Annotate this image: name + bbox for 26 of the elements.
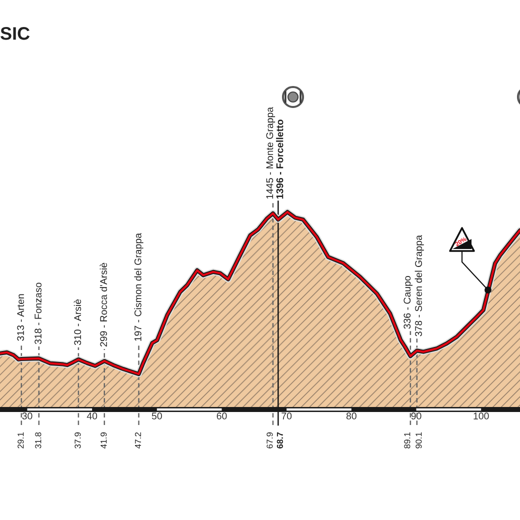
x-tick-label: 100 <box>474 412 489 420</box>
ref-line-label: 313 - Arten <box>17 294 24 341</box>
ref-line-label: 318 - Fonzaso <box>34 282 42 344</box>
x2-tick-label: 67.9 <box>266 432 273 448</box>
chart-title: SIC <box>0 27 30 40</box>
ref-line-label: 378 - Seren del Grappa <box>414 235 424 336</box>
ref-line-label: 1445 - Monte Grappa <box>266 106 276 199</box>
ref-line-label: 1396 - Forcelletto <box>276 120 284 199</box>
x2-tick-label: 29.1 <box>18 432 24 448</box>
ref-line-label: 310 - Arsiè <box>74 299 82 346</box>
x2-tick-label: 37.9 <box>74 432 81 448</box>
x2-tick-label: 89.1 <box>404 432 410 448</box>
x2-tick-label: 41.9 <box>100 432 107 449</box>
x2-tick-label: 47.2 <box>134 432 141 449</box>
x2-tick-label: 31.8 <box>35 432 42 448</box>
x-tick-label: 80 <box>346 412 356 420</box>
ref-line-label: 299 - Rocca d'Arsiè <box>100 262 107 346</box>
x-tick-label: 60 <box>216 412 227 420</box>
x-tick-label: 50 <box>152 412 162 420</box>
x2-tick-label: 90.1 <box>416 432 422 448</box>
ref-line-label: 336 - Caupo <box>404 276 413 329</box>
ref-line-label: 197 - Cismon del Grappa <box>134 232 144 341</box>
x-tick-label: 40 <box>86 412 98 420</box>
x2-tick-label: 68.7 <box>276 432 283 448</box>
x-tick-label: 70 <box>282 412 292 420</box>
x-tick-label: 30 <box>22 412 32 420</box>
